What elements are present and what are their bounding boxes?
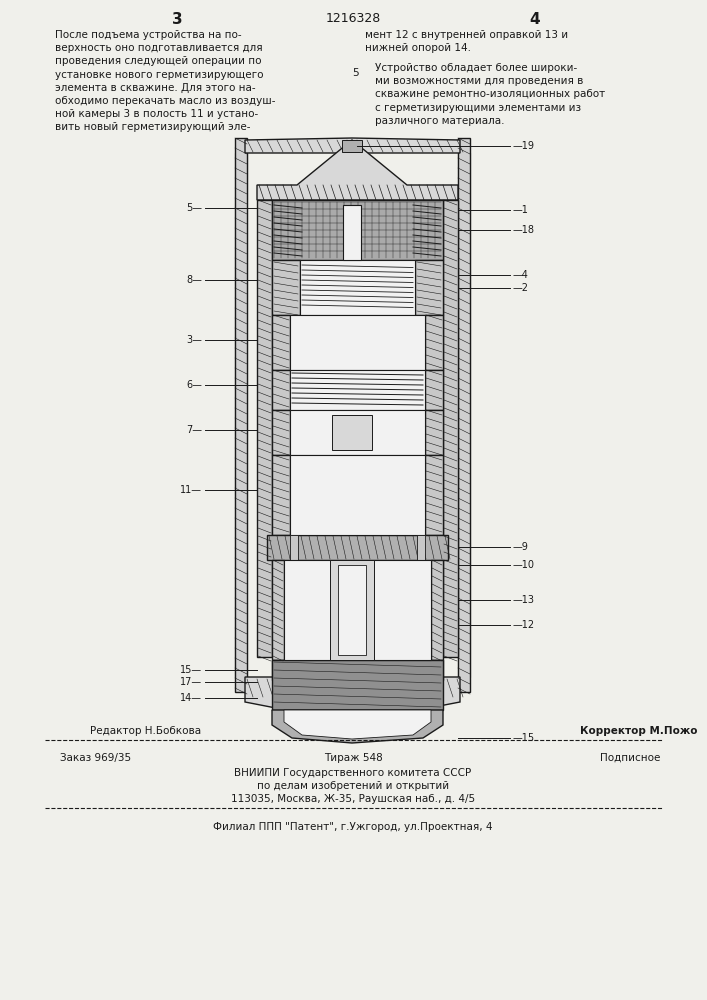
Text: мент 12 с внутренней оправкой 13 и: мент 12 с внутренней оправкой 13 и (365, 30, 568, 40)
Text: —4: —4 (513, 270, 529, 280)
Bar (332, 415, 372, 450)
Bar (342, 140, 362, 152)
Text: Составитель Л.Фарукшин: Составитель Л.Фарукшин (282, 713, 424, 723)
Text: по делам изобретений и открытий: по делам изобретений и открытий (257, 781, 449, 791)
Bar (272, 660, 284, 680)
Bar (458, 138, 470, 692)
Text: Редактор Н.Бобкова: Редактор Н.Бобкова (90, 726, 201, 736)
Text: обходимо перекачать масло из воздуш-: обходимо перекачать масло из воздуш- (55, 96, 276, 106)
Bar (272, 370, 290, 410)
Text: —12: —12 (513, 620, 535, 630)
Bar (272, 660, 443, 710)
Text: ми возможностями для проведения в: ми возможностями для проведения в (375, 76, 583, 86)
Text: 3—: 3— (186, 335, 202, 345)
Text: —19: —19 (513, 141, 535, 151)
Text: скважине ремонтно-изоляционных работ: скважине ремонтно-изоляционных работ (375, 89, 605, 99)
Text: После подъема устройства на по-: После подъема устройства на по- (55, 30, 242, 40)
Text: вить новый герметизирующий эле-: вить новый герметизирующий эле- (55, 122, 250, 132)
Bar (272, 260, 300, 315)
Text: —9: —9 (513, 542, 529, 552)
Bar (257, 200, 272, 657)
Text: 11—: 11— (180, 485, 202, 495)
Text: —2: —2 (513, 283, 529, 293)
Polygon shape (284, 710, 431, 739)
Text: 4: 4 (530, 12, 540, 27)
Text: —15: —15 (513, 733, 535, 743)
Bar (272, 455, 290, 535)
Bar (290, 410, 425, 455)
Bar (425, 410, 443, 455)
Text: нижней опорой 14.: нижней опорой 14. (365, 43, 471, 53)
Text: элемента в скважине. Для этого на-: элемента в скважине. Для этого на- (55, 83, 256, 93)
Text: установке нового герметизирующего: установке нового герметизирующего (55, 70, 264, 80)
Bar (431, 560, 443, 660)
Bar (290, 370, 425, 410)
Text: различного материала.: различного материала. (375, 116, 505, 126)
Bar (290, 315, 425, 370)
Polygon shape (245, 138, 460, 153)
Bar (330, 560, 374, 660)
Bar (417, 535, 425, 560)
Bar (267, 535, 448, 560)
Text: —1: —1 (513, 205, 529, 215)
Text: 3: 3 (172, 12, 182, 27)
Bar (343, 205, 361, 260)
Text: 5—: 5— (186, 203, 202, 213)
Polygon shape (257, 140, 458, 200)
Bar (272, 560, 284, 660)
Text: 113035, Москва, Ж-35, Раушская наб., д. 4/5: 113035, Москва, Ж-35, Раушская наб., д. … (231, 794, 475, 804)
Bar (443, 200, 458, 657)
Bar (300, 260, 415, 315)
Bar (272, 200, 443, 260)
Text: верхность оно подготавливается для: верхность оно подготавливается для (55, 43, 262, 53)
Text: 5: 5 (352, 68, 358, 78)
Bar (425, 315, 443, 370)
Bar (290, 455, 425, 535)
Text: 17—: 17— (180, 677, 202, 687)
Text: 8—: 8— (186, 275, 202, 285)
Bar (272, 410, 290, 455)
Bar (235, 138, 247, 692)
Text: 14—: 14— (180, 693, 202, 703)
Text: —10: —10 (513, 560, 535, 570)
Text: 15—: 15— (180, 665, 202, 675)
Text: ВНИИПИ Государственного комитета СССР: ВНИИПИ Государственного комитета СССР (235, 768, 472, 778)
Bar (415, 260, 443, 315)
Bar (338, 565, 366, 655)
Bar (284, 560, 431, 660)
Text: 6—: 6— (186, 380, 202, 390)
Text: 7—: 7— (186, 425, 202, 435)
Bar (272, 315, 290, 370)
Text: Подписное: Подписное (600, 753, 660, 763)
Text: с герметизирующими элементами из: с герметизирующими элементами из (375, 103, 581, 113)
Text: —13: —13 (513, 595, 535, 605)
Bar (425, 370, 443, 410)
Polygon shape (272, 710, 443, 743)
Bar (431, 660, 443, 680)
Text: 1216328: 1216328 (325, 12, 380, 25)
Text: Филиал ППП "Патент", г.Ужгород, ул.Проектная, 4: Филиал ППП "Патент", г.Ужгород, ул.Проек… (214, 822, 493, 832)
Bar (290, 535, 298, 560)
Text: ной камеры 3 в полость 11 и устано-: ной камеры 3 в полость 11 и устано- (55, 109, 258, 119)
Text: Техред М.Лароцай: Техред М.Лароцай (302, 726, 404, 736)
Bar (425, 455, 443, 535)
Text: Тираж 548: Тираж 548 (324, 753, 382, 763)
Text: проведения следующей операции по: проведения следующей операции по (55, 56, 262, 66)
Text: Устройство обладает более широки-: Устройство обладает более широки- (375, 63, 577, 73)
Text: —18: —18 (513, 225, 535, 235)
Text: Заказ 969/35: Заказ 969/35 (60, 753, 131, 763)
Text: Корректор М.Пожо: Корректор М.Пожо (580, 726, 698, 736)
Polygon shape (245, 677, 460, 722)
